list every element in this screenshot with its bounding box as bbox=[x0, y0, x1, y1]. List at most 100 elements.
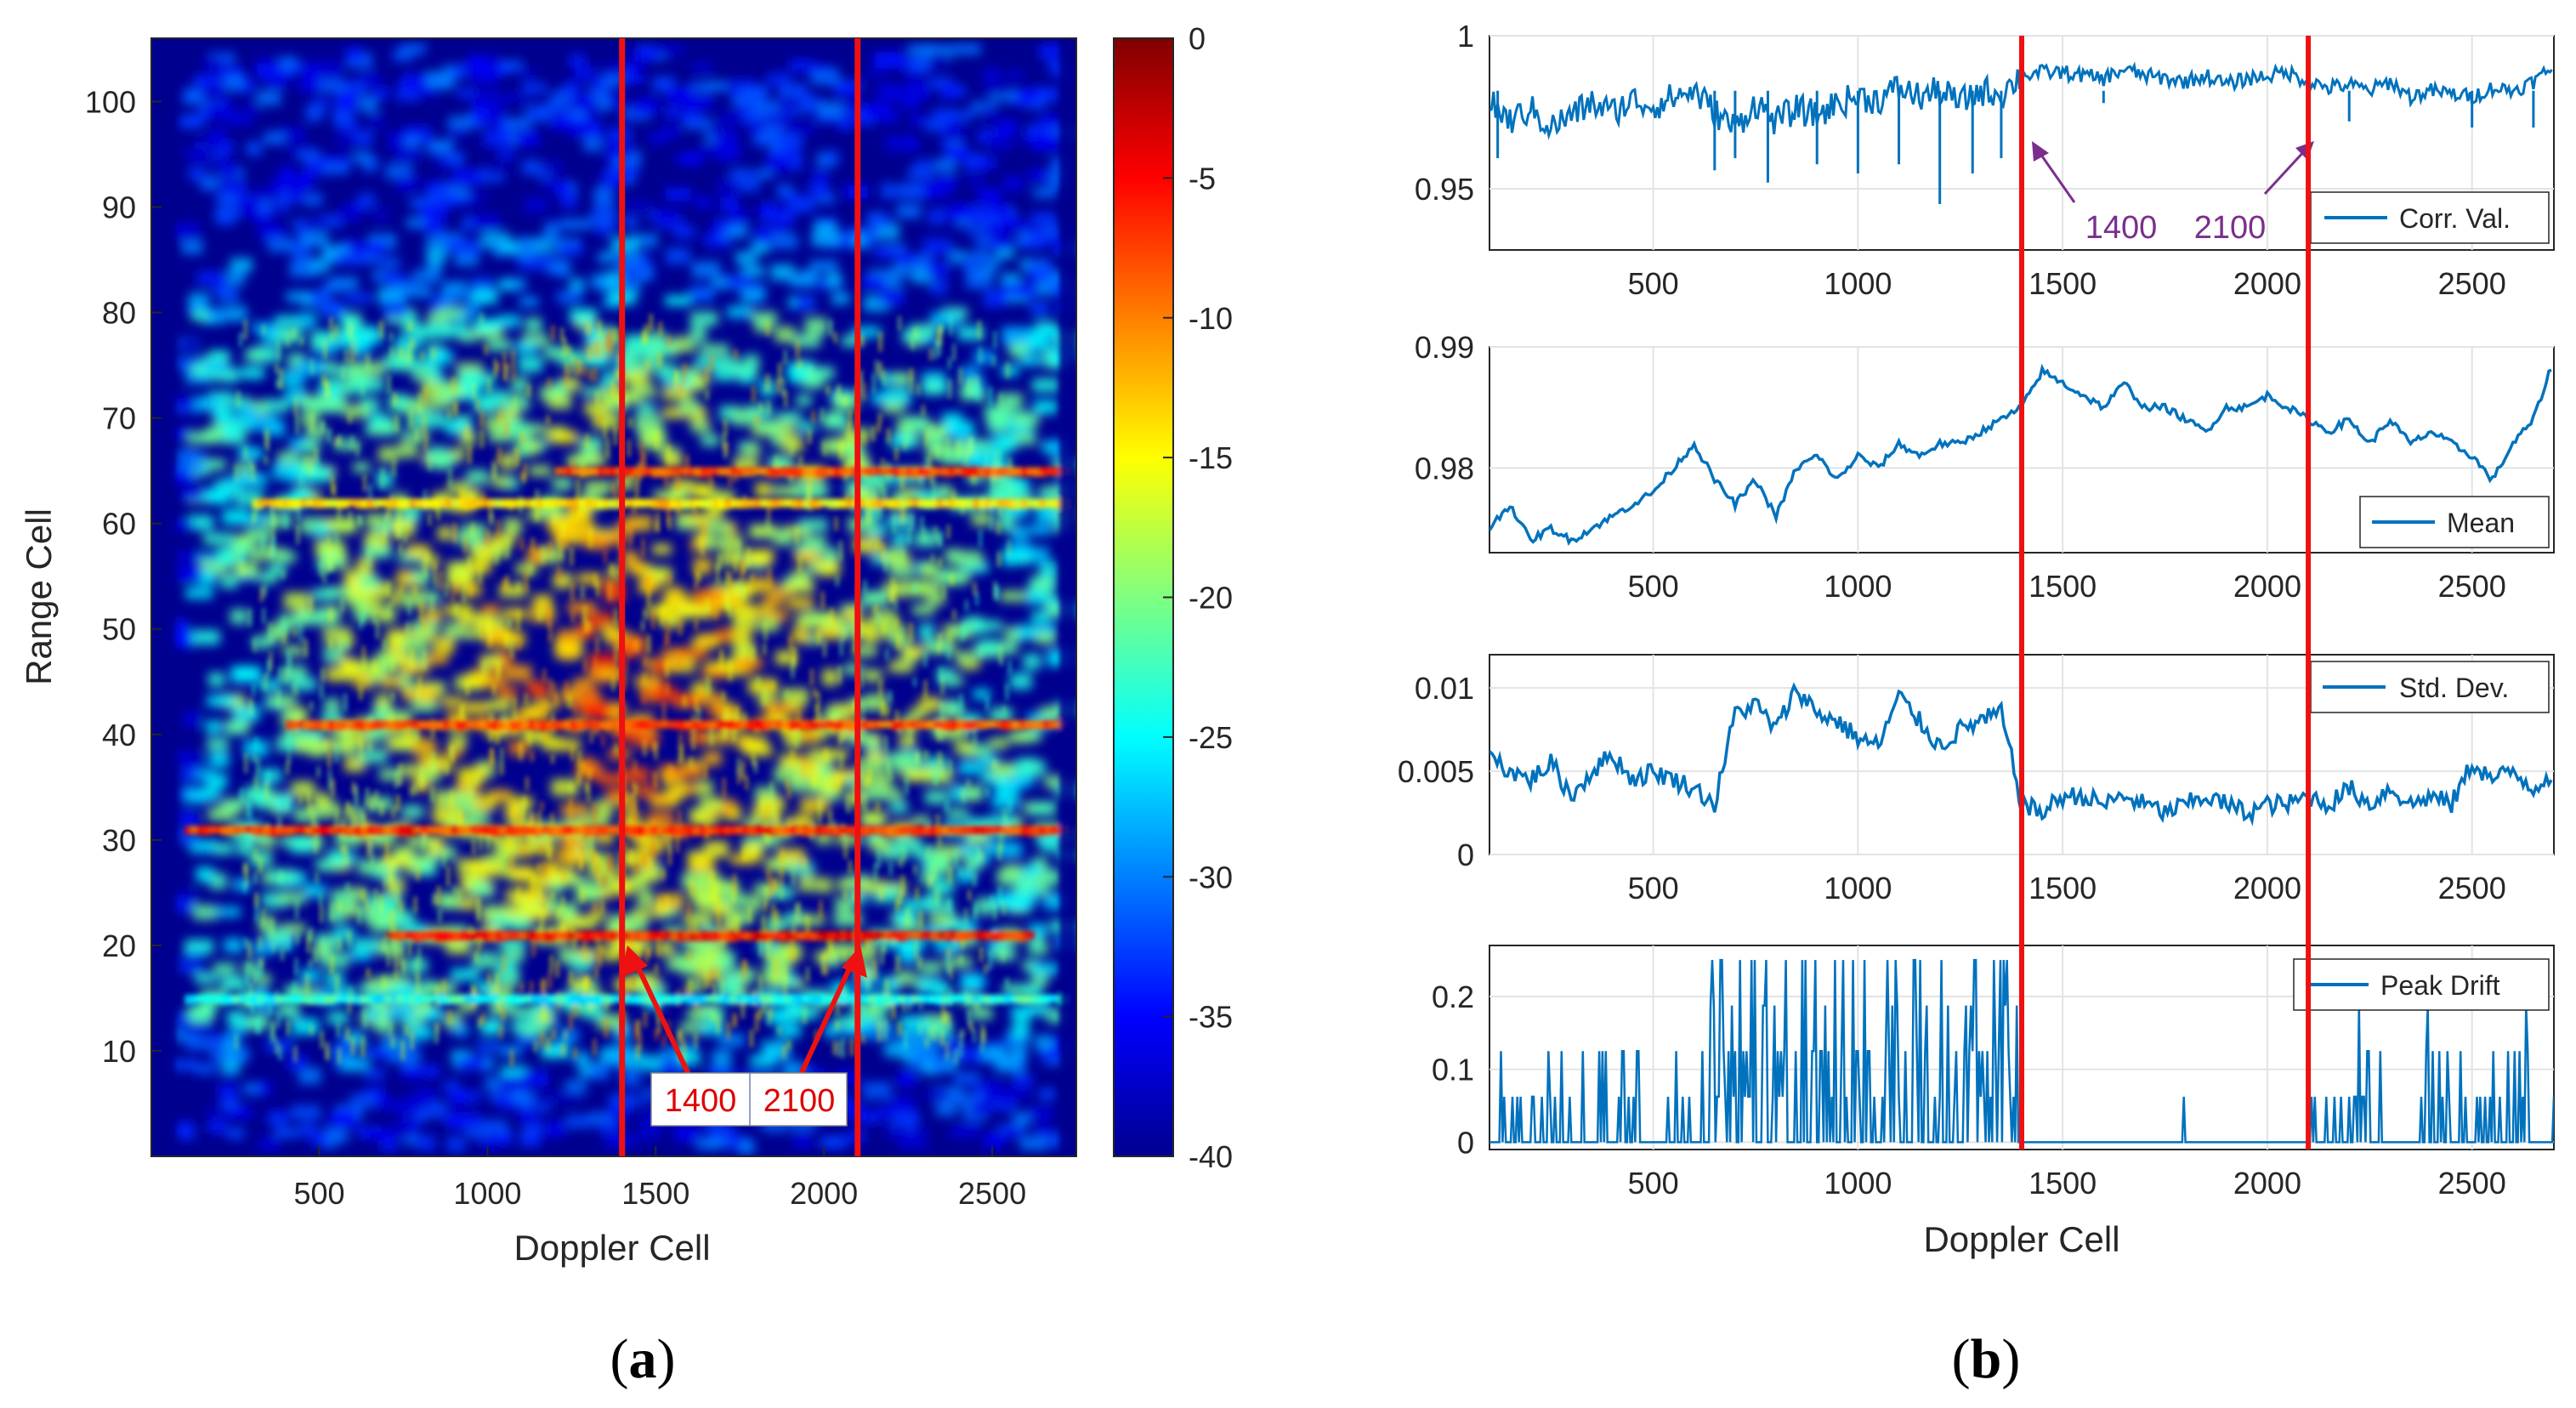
subplot-corr-val: 10.95 500 1000 1500 2000 2500 1400 2100 Corr… bbox=[1415, 19, 2555, 301]
heat-band-cell bbox=[909, 720, 922, 730]
heat-band-cell bbox=[760, 467, 773, 475]
heat-streak bbox=[829, 320, 832, 336]
heat-band-cell bbox=[251, 826, 264, 836]
heat-streak bbox=[376, 619, 379, 639]
heat-cell bbox=[224, 114, 252, 125]
heat-band-cell bbox=[773, 498, 786, 507]
heat-streak bbox=[632, 781, 635, 790]
heat-band-cell bbox=[263, 826, 275, 837]
heat-streak bbox=[667, 515, 671, 531]
x-tick-label: 2000 bbox=[2233, 1166, 2301, 1201]
heat-cell bbox=[183, 149, 206, 161]
heat-band-cell bbox=[700, 498, 712, 508]
heat-cell bbox=[931, 311, 960, 327]
heat-band-cell bbox=[481, 826, 494, 836]
heat-cell bbox=[342, 906, 362, 917]
heat-cell bbox=[474, 318, 499, 332]
heat-band-cell bbox=[655, 720, 667, 729]
heat-streak bbox=[309, 597, 312, 613]
heat-band-cell bbox=[876, 467, 888, 474]
heat-streak bbox=[884, 560, 888, 572]
heat-streak bbox=[270, 1024, 274, 1044]
heat-streak bbox=[490, 622, 493, 641]
heat-cell bbox=[397, 591, 425, 608]
heat-band-cell bbox=[905, 994, 917, 1005]
heat-streak bbox=[633, 800, 637, 821]
heat-streak bbox=[798, 360, 802, 370]
heat-streak bbox=[1008, 799, 1012, 815]
heat-streak bbox=[723, 419, 727, 437]
heat-band-cell bbox=[736, 467, 749, 476]
heat-band-cell bbox=[941, 994, 954, 1005]
heat-streak bbox=[453, 884, 457, 895]
heat-streak bbox=[627, 439, 631, 457]
heat-band-cell bbox=[985, 931, 998, 939]
heat-cell bbox=[437, 526, 454, 541]
heat-cell bbox=[457, 88, 477, 99]
annotation-2100: 2100 bbox=[763, 1083, 836, 1119]
heat-cell bbox=[204, 360, 227, 373]
heat-cell bbox=[438, 307, 464, 318]
heat-streak bbox=[267, 659, 270, 678]
heat-cell bbox=[242, 513, 267, 525]
panel-a: 1400 2100 500 1000 1500 2000 2500 1020304050… bbox=[19, 21, 1233, 1390]
heat-band-cell bbox=[1002, 467, 1015, 476]
heat-band-cell bbox=[400, 720, 413, 729]
heat-streak bbox=[498, 446, 502, 464]
heat-cell bbox=[335, 93, 355, 111]
heat-cell bbox=[908, 43, 935, 54]
heat-band-cell bbox=[190, 994, 203, 1003]
heat-streak bbox=[938, 751, 941, 766]
heat-cell bbox=[489, 429, 511, 443]
heat-band-cell bbox=[990, 826, 1002, 834]
heat-band-cell bbox=[1036, 720, 1049, 730]
heat-cell bbox=[707, 122, 735, 138]
heat-band-cell bbox=[651, 498, 664, 509]
heat-streak bbox=[847, 793, 850, 813]
y-tick-label: 0.95 bbox=[1415, 172, 1474, 207]
heat-streak bbox=[472, 837, 475, 854]
heat-streak bbox=[767, 868, 770, 882]
heat-band-cell bbox=[639, 467, 652, 474]
heat-cell bbox=[173, 428, 192, 440]
heat-cell bbox=[400, 663, 429, 674]
heat-streak bbox=[812, 410, 815, 423]
heat-band-cell bbox=[973, 931, 986, 940]
heat-streak bbox=[389, 866, 392, 884]
heat-band-cell bbox=[406, 720, 419, 728]
heat-cell bbox=[452, 1024, 468, 1036]
heat-band-cell bbox=[1032, 994, 1045, 1005]
heat-cell bbox=[252, 635, 274, 649]
heat-cell bbox=[532, 253, 553, 270]
heat-streak bbox=[941, 676, 945, 695]
heat-cell bbox=[1023, 865, 1041, 877]
heat-streak bbox=[837, 775, 840, 786]
heat-band-cell bbox=[730, 498, 743, 508]
heat-cell bbox=[971, 512, 992, 526]
heat-cell bbox=[244, 349, 265, 361]
heat-cell bbox=[848, 517, 875, 532]
heat-band-cell bbox=[833, 498, 846, 508]
heat-band-cell bbox=[386, 931, 399, 939]
heat-streak bbox=[981, 1024, 984, 1038]
heat-streak bbox=[634, 944, 638, 959]
heat-streak bbox=[499, 1024, 502, 1039]
heat-cell bbox=[477, 214, 502, 229]
heat-band-cell bbox=[828, 931, 841, 940]
heat-streak bbox=[248, 608, 252, 627]
heat-band-cell bbox=[483, 931, 496, 941]
heat-streak bbox=[959, 1032, 962, 1047]
heat-band-cell bbox=[437, 720, 450, 730]
heat-streak bbox=[913, 582, 916, 594]
heat-cell bbox=[426, 258, 443, 271]
heat-band-cell bbox=[312, 498, 325, 508]
heat-band-cell bbox=[558, 720, 570, 729]
heat-band-cell bbox=[928, 720, 940, 730]
heat-streak bbox=[949, 316, 952, 336]
heat-band-cell bbox=[818, 720, 831, 729]
heat-streak bbox=[946, 437, 950, 457]
heat-streak bbox=[688, 923, 691, 932]
heat-cell bbox=[224, 425, 241, 440]
heat-streak bbox=[489, 506, 492, 522]
heat-streak bbox=[694, 922, 697, 933]
